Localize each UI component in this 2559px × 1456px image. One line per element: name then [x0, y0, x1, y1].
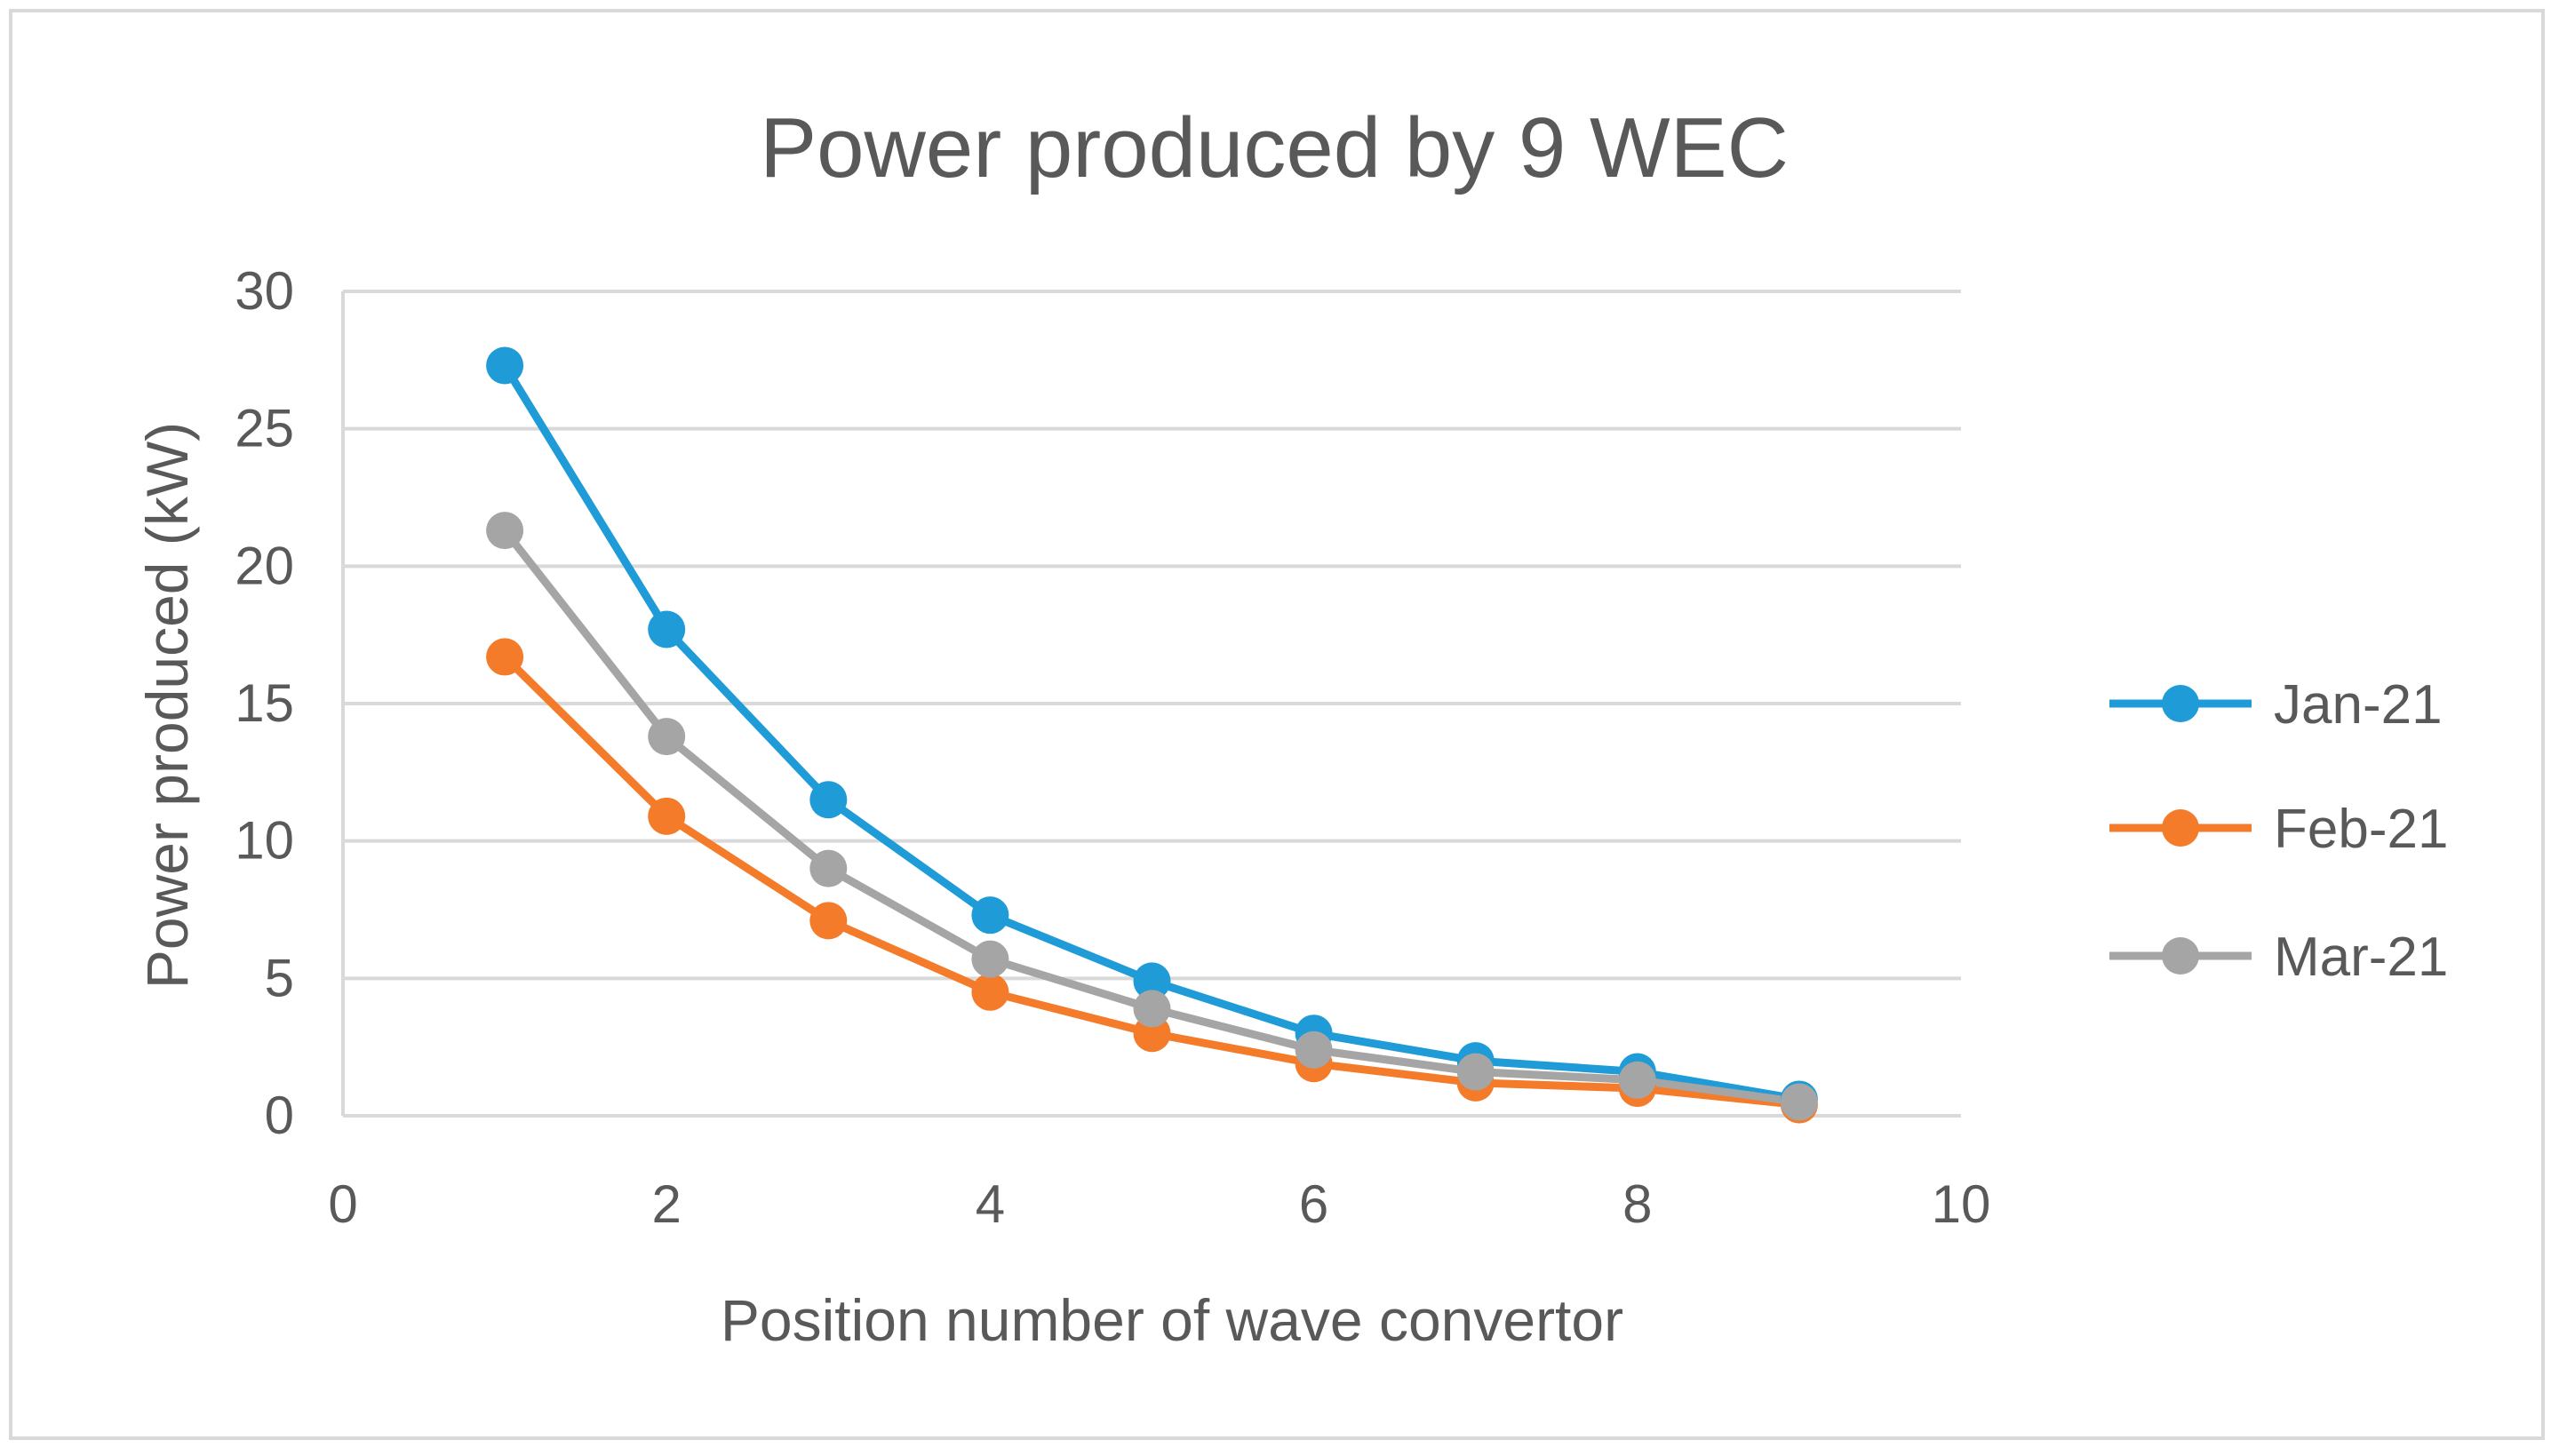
series-layer [486, 346, 1818, 1124]
y-axis-title: Power produced (kW) [134, 422, 200, 989]
data-point-mar-21 [1456, 1053, 1495, 1091]
x-tick-labels: 0 2 4 6 8 10 [328, 1174, 1990, 1234]
data-point-jan-21 [648, 610, 686, 648]
data-point-feb-21 [486, 638, 524, 676]
x-tick-label: 10 [1932, 1174, 1991, 1234]
legend-marker [2162, 685, 2199, 722]
data-point-mar-21 [1295, 1030, 1333, 1069]
chart-title: Power produced by 9 WEC [760, 100, 1789, 195]
data-point-feb-21 [971, 973, 1009, 1011]
data-point-feb-21 [648, 797, 686, 835]
data-point-mar-21 [1618, 1061, 1656, 1099]
data-point-mar-21 [1133, 990, 1171, 1028]
legend-marker [2162, 937, 2199, 975]
y-tick-label: 30 [235, 261, 294, 321]
legend: Jan-21 Feb-21 Mar-21 [2109, 674, 2448, 988]
y-tick-label: 0 [265, 1086, 294, 1145]
data-point-mar-21 [971, 940, 1009, 978]
x-tick-label: 6 [1299, 1174, 1328, 1234]
chart-area: Power produced by 9 WEC 0 5 10 15 20 25 30 0 2 4… [9, 9, 2545, 1440]
gridlines [341, 290, 1961, 1118]
x-tick-label: 0 [328, 1174, 357, 1234]
legend-label: Jan-21 [2274, 674, 2443, 736]
data-point-mar-21 [648, 718, 686, 756]
legend-label: Feb-21 [2274, 799, 2448, 860]
data-point-mar-21 [809, 849, 848, 887]
x-tick-label: 8 [1622, 1174, 1652, 1234]
data-point-feb-21 [809, 902, 848, 940]
y-tick-label: 15 [235, 673, 294, 733]
data-point-mar-21 [486, 512, 524, 550]
data-point-jan-21 [809, 781, 848, 819]
x-tick-label: 2 [652, 1174, 682, 1234]
x-axis-title: Position number of wave convertor [721, 1287, 1623, 1353]
data-point-mar-21 [1780, 1083, 1818, 1121]
y-tick-label: 25 [235, 399, 294, 458]
y-tick-label: 20 [235, 536, 294, 595]
data-point-jan-21 [1133, 962, 1171, 1000]
legend-marker [2162, 809, 2199, 847]
data-point-jan-21 [971, 896, 1009, 935]
data-point-jan-21 [486, 346, 524, 385]
y-tick-labels: 0 5 10 15 20 25 30 [235, 261, 294, 1145]
chart-svg: Power produced by 9 WEC 0 5 10 15 20 25 30 0 2 4… [134, 100, 2448, 1353]
y-tick-label: 5 [265, 948, 294, 1007]
x-tick-label: 4 [976, 1174, 1005, 1234]
legend-label: Mar-21 [2274, 927, 2448, 988]
y-tick-label: 10 [235, 811, 294, 871]
